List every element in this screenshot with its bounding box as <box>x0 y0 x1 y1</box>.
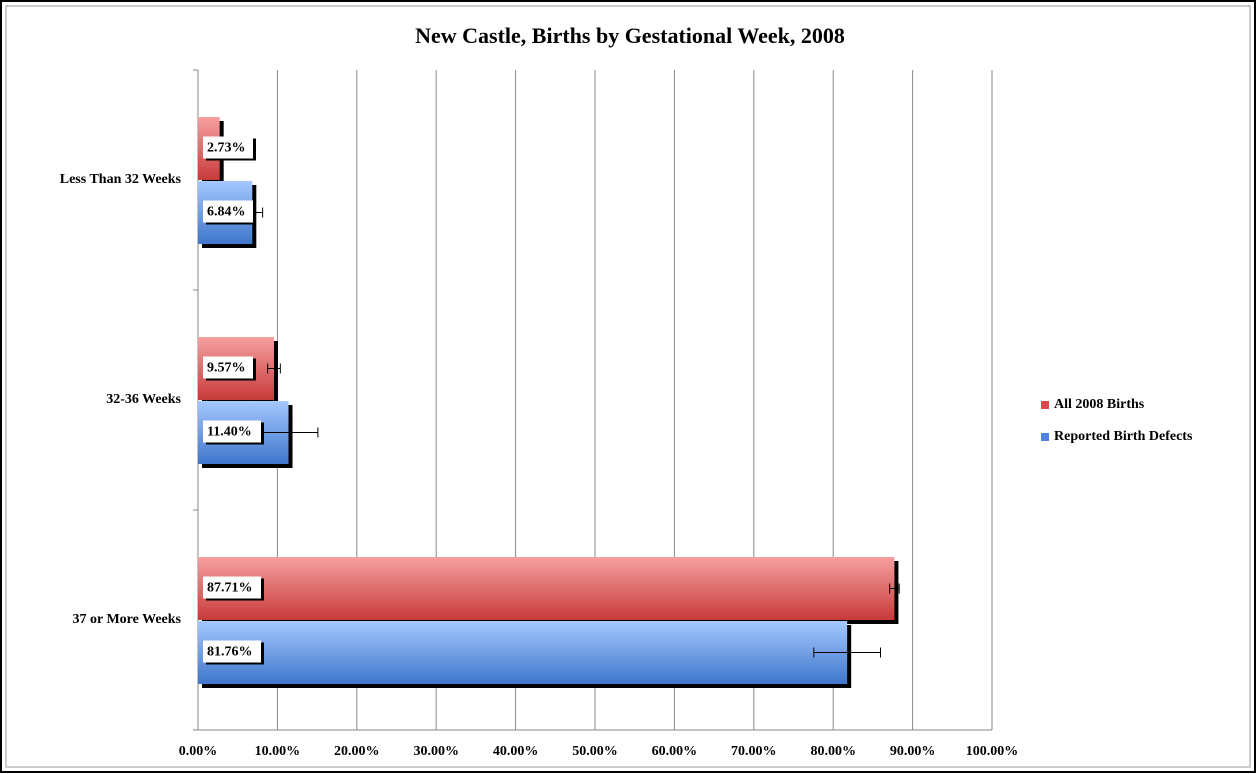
data-label: 11.40% <box>207 425 252 440</box>
legend-swatch <box>1041 401 1049 409</box>
data-label-box <box>203 576 261 599</box>
y-tick-label: Less Than 32 Weeks <box>60 172 182 187</box>
data-label-box <box>203 200 253 223</box>
error-bar <box>813 647 882 658</box>
legend-label: Reported Birth Defects <box>1054 429 1193 444</box>
data-label-box <box>203 356 253 379</box>
x-tick-label: 90.00% <box>890 744 936 759</box>
bar <box>198 557 895 620</box>
data-label: 6.84% <box>207 205 246 220</box>
data-label: 2.73% <box>207 141 246 156</box>
y-tick-label: 37 or More Weeks <box>73 612 182 627</box>
x-tick-label: 30.00% <box>413 744 459 759</box>
x-tick-label: 80.00% <box>810 744 856 759</box>
legend-label: All 2008 Births <box>1054 397 1145 412</box>
data-label: 81.76% <box>207 645 253 660</box>
x-tick-label: 40.00% <box>493 744 539 759</box>
x-tick-label: 50.00% <box>572 744 618 759</box>
y-tick-label: 32-36 Weeks <box>106 392 181 407</box>
data-label-box <box>203 136 253 159</box>
chart-title: New Castle, Births by Gestational Week, … <box>415 23 845 48</box>
data-label-box <box>203 640 261 663</box>
x-tick-label: 0.00% <box>179 744 218 759</box>
error-bar <box>889 583 900 594</box>
x-tick-label: 10.00% <box>255 744 301 759</box>
plot-frame <box>5 5 1251 768</box>
data-label: 9.57% <box>207 361 246 376</box>
data-label: 87.71% <box>207 581 253 596</box>
legend-swatch <box>1041 433 1049 441</box>
bar <box>198 621 848 684</box>
x-tick-label: 100.00% <box>966 744 1019 759</box>
x-tick-label: 20.00% <box>334 744 380 759</box>
error-bar <box>267 363 281 374</box>
x-tick-label: 70.00% <box>731 744 777 759</box>
data-label-box <box>203 420 261 443</box>
x-tick-label: 60.00% <box>652 744 698 759</box>
